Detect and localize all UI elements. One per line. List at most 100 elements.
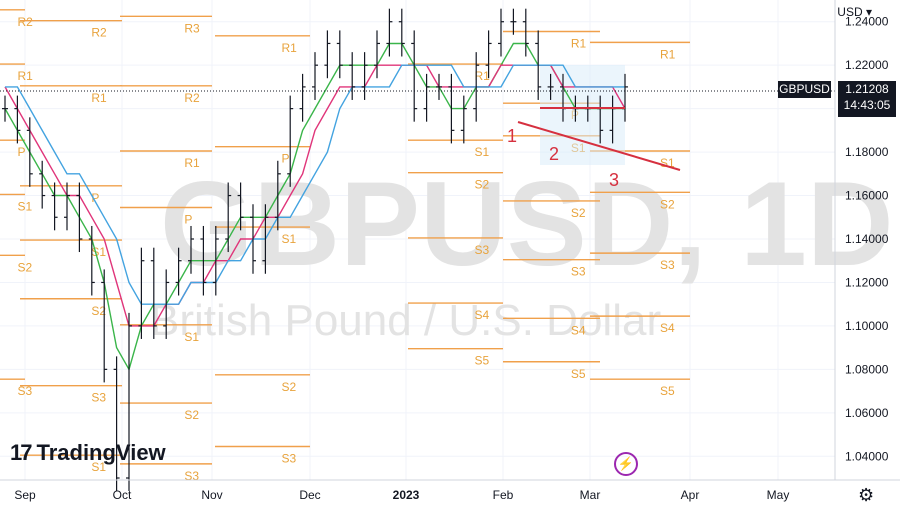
pivot-label: R1 [660, 47, 676, 61]
chevron-down-icon: ▾ [865, 5, 872, 19]
ohlc-bar [138, 247, 145, 339]
ohlc-bar [126, 312, 132, 492]
pivot-label: R3 [184, 21, 200, 35]
pivot-label: S3 [91, 391, 106, 405]
logo-text: TradingView [36, 440, 166, 465]
pivot-label: S2 [184, 408, 199, 422]
y-tick-label: 1.14000 [845, 232, 889, 246]
ohlc-bar [76, 182, 83, 253]
pivot-label: S5 [475, 354, 490, 368]
y-tick-label: 1.24000 [845, 15, 889, 29]
ohlc-bar [510, 8, 517, 35]
ohlc-bar [349, 52, 356, 100]
pivot-label: S4 [571, 323, 586, 337]
ohlc-bar [26, 117, 33, 187]
pivot-label: S5 [571, 367, 586, 381]
x-tick-label: Oct [113, 488, 132, 502]
ohlc-bar [64, 182, 70, 231]
y-tick-label: 1.22000 [845, 58, 889, 72]
pivot-label: R1 [475, 69, 491, 83]
ohlc-bar [250, 204, 256, 274]
x-tick-label: Feb [493, 488, 514, 502]
wave-labels: 1 2 3 [507, 126, 619, 190]
pivot-label: S2 [571, 206, 586, 220]
pivot-label: S2 [18, 260, 33, 274]
pivot-label: S1 [184, 330, 199, 344]
logo-mark: 17 [10, 440, 33, 465]
ohlc-bar [88, 225, 95, 296]
ohlc-bar [460, 95, 467, 144]
ohlc-bar [374, 30, 380, 79]
ohlc-bar [411, 30, 418, 122]
pivot-label: S4 [475, 308, 490, 322]
x-tick-label: Apr [681, 488, 700, 502]
ohlc-bar [101, 269, 108, 383]
ohlc-bar [312, 52, 318, 100]
ohlc-bar [188, 225, 194, 274]
ohlc-bar [547, 73, 554, 100]
x-tick-label: 2023 [393, 488, 420, 502]
wave-label: 1 [507, 126, 517, 146]
y-tick-label: 1.12000 [845, 275, 889, 289]
pivot-label: S3 [475, 243, 490, 257]
x-tick-label: Dec [299, 488, 320, 502]
pivot-label: S3 [571, 265, 586, 279]
x-tick-label: Mar [580, 488, 601, 502]
pivot-label: S4 [660, 321, 675, 335]
watermark-symbol: GBPUSD, 1D [160, 157, 893, 291]
y-tick-label: 1.18000 [845, 145, 889, 159]
ohlc-bar [51, 182, 58, 231]
pivot-label: S2 [660, 197, 675, 211]
ohlc-bar [150, 247, 157, 339]
price-value: 1.21208 [845, 82, 889, 96]
trend-lines [517, 107, 681, 171]
ohlc-bar [535, 30, 542, 100]
y-tick-label: 1.06000 [845, 406, 889, 420]
x-tick-label: May [767, 488, 790, 502]
pivot-label: S2 [91, 304, 106, 318]
ohlc-bar [2, 95, 8, 122]
trend-line-lower [517, 121, 681, 171]
wave-label: 2 [549, 144, 559, 164]
ohlc-bar [386, 8, 393, 57]
ma-fast-line [4, 42, 625, 372]
symbol-tag: GBPUSD [778, 81, 831, 98]
pivot-label: R1 [571, 37, 587, 51]
pivot-label: P [282, 152, 290, 166]
pivot-label: S1 [282, 232, 297, 246]
ohlc-bar [39, 160, 46, 209]
pivot-label: P [18, 145, 26, 159]
pivot-label: R2 [91, 26, 107, 40]
pivot-label: S1 [91, 460, 106, 474]
highlight-box [540, 65, 625, 165]
pivot-label: S3 [660, 258, 675, 272]
countdown: 14:43:05 [843, 98, 891, 112]
pivot-label: R1 [282, 41, 298, 55]
ohlc-bar [163, 269, 170, 339]
pivot-label: S3 [18, 384, 33, 398]
y-tick-label: 1.08000 [845, 362, 889, 376]
pivot-label: R2 [184, 91, 200, 105]
y-tick-label: 1.10000 [845, 319, 889, 333]
gear-icon[interactable]: ⚙ [858, 485, 875, 505]
ohlc-bar [485, 30, 492, 79]
x-tick-label: Nov [201, 488, 222, 502]
ohlc-bar [522, 8, 529, 57]
ohlc-bar [436, 73, 442, 100]
pivot-label: S1 [18, 199, 33, 213]
lightning-icon[interactable]: ⚡ [614, 452, 638, 476]
pivot-label: S2 [282, 380, 297, 394]
moving-averages [4, 42, 626, 372]
x-tick-label: Sep [14, 488, 36, 502]
price-tag: 1.21208 14:43:05 [838, 81, 896, 117]
pivot-label: P [184, 212, 192, 226]
tradingview-logo[interactable]: 17 TradingView [10, 440, 166, 466]
ohlc-bar [200, 225, 207, 296]
ohlc-bar [287, 95, 294, 187]
pivot-label: S1 [475, 145, 490, 159]
ohlc-bar [212, 225, 219, 296]
y-tick-label: 1.04000 [845, 449, 889, 463]
pivot-label: P [91, 191, 99, 205]
currency-selector[interactable]: USD ▾ [837, 5, 872, 19]
